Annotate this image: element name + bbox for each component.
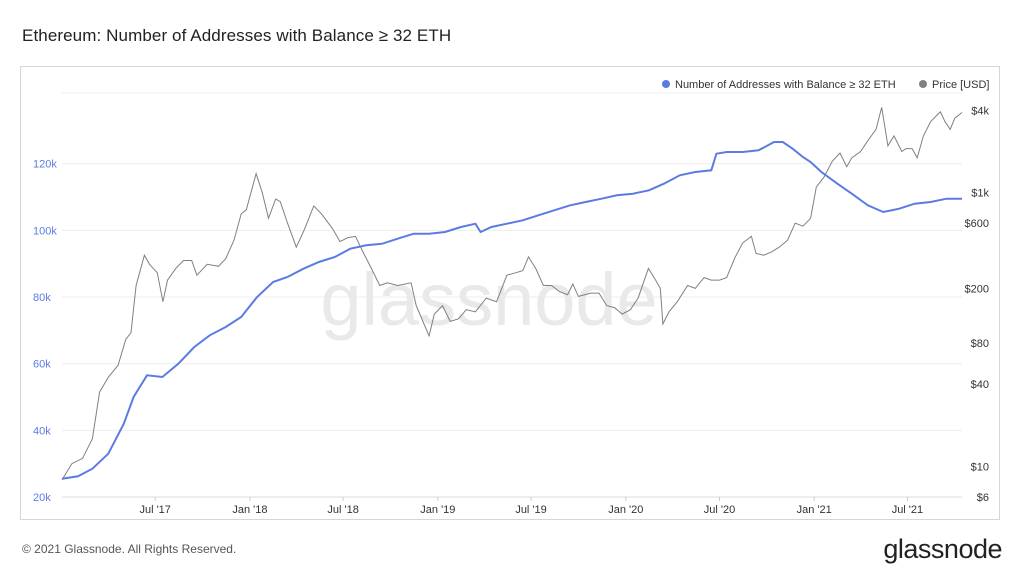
chart-title: Ethereum: Number of Addresses with Balan… [22, 26, 452, 45]
legend-label-price: Price [USD] [932, 79, 989, 91]
x-tick-label: Jan '21 [797, 504, 832, 516]
y-axis-left: 20k 40k 60k 80k 100k 120k [33, 159, 57, 504]
legend-label-addresses: Number of Addresses with Balance ≥ 32 ET… [675, 79, 896, 91]
y-left-tick-label: 100k [33, 225, 57, 237]
y-right-tick-label: $600 [965, 218, 989, 230]
x-tick-label: Jul '17 [139, 504, 170, 516]
x-axis: Jul '17 Jan '18 Jul '18 Jan '19 Jul '19 Jan '… [62, 496, 962, 516]
legend: Number of Addresses with Balance ≥ 32 ET… [662, 79, 989, 91]
y-axis-right: $6 $10 $40 $80 $200 $600 $1k $4k [965, 105, 990, 504]
x-tick-label: Jan '19 [420, 504, 455, 516]
y-right-tick-label: $6 [977, 492, 989, 504]
y-right-tick-label: $10 [971, 462, 989, 474]
x-tick-label: Jul '21 [892, 504, 923, 516]
legend-dot-addresses [662, 80, 670, 88]
legend-item-addresses[interactable]: Number of Addresses with Balance ≥ 32 ET… [662, 79, 896, 91]
copyright: © 2021 Glassnode. All Rights Reserved. [22, 542, 237, 556]
y-right-tick-label: $80 [971, 338, 989, 350]
y-left-tick-label: 120k [33, 159, 57, 171]
x-tick-label: Jan '18 [232, 504, 267, 516]
y-left-tick-label: 80k [33, 292, 51, 304]
y-right-tick-label: $4k [971, 105, 989, 117]
price-series-line [61, 107, 963, 481]
y-right-tick-label: $40 [971, 379, 989, 391]
chart-card: glassnode 20k 40k 60k 80k 100k 120k $6 $10 $40 $… [20, 66, 1000, 520]
y-right-tick-label: $200 [965, 283, 989, 295]
y-left-tick-label: 20k [33, 492, 51, 504]
glassnode-logo[interactable]: glassnode [883, 534, 1002, 564]
addresses-series-line [61, 141, 962, 480]
legend-item-price[interactable]: Price [USD] [919, 79, 989, 91]
y-left-tick-label: 40k [33, 425, 51, 437]
legend-dot-price [919, 80, 927, 88]
y-left-tick-label: 60k [33, 359, 51, 371]
x-tick-label: Jan '20 [608, 504, 643, 516]
y-right-tick-label: $1k [971, 188, 989, 200]
grid-lines [62, 92, 962, 498]
x-tick-label: Jul '20 [704, 504, 735, 516]
x-tick-label: Jul '18 [327, 504, 358, 516]
x-tick-label: Jul '19 [515, 504, 546, 516]
